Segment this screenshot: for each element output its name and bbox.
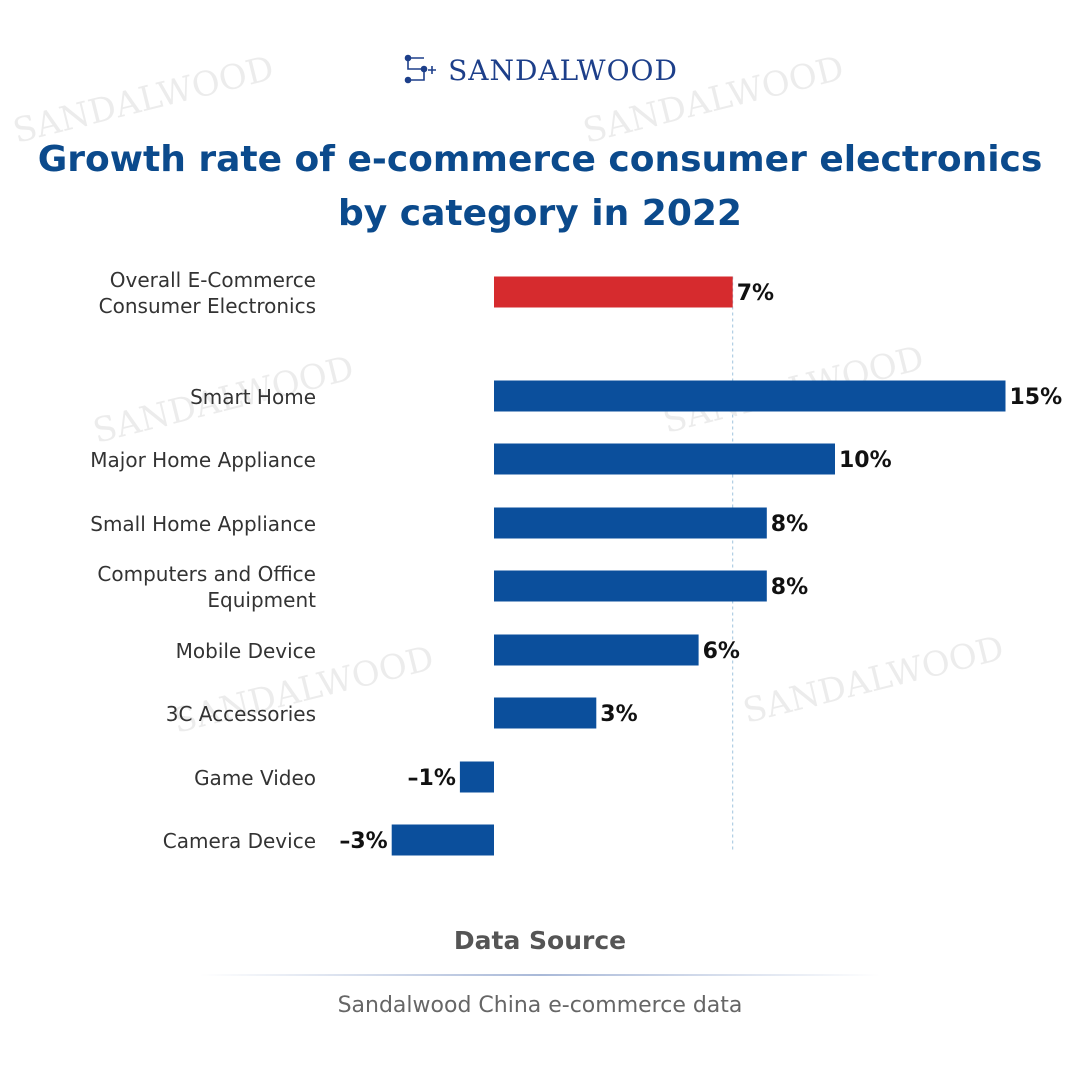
divider	[200, 974, 880, 976]
data-label: –3%	[339, 829, 387, 854]
brand-name: SANDALWOOD	[448, 53, 678, 87]
chart-title-line-1: Growth rate of e-commerce consumer elect…	[37, 139, 1043, 180]
data-source-text: Sandalwood China e-commerce data	[337, 993, 743, 1018]
bar	[494, 380, 1006, 412]
data-label: 6%	[703, 639, 740, 664]
chart-title: Growth rate of e-commerce consumer elect…	[0, 133, 1080, 241]
category-label: Game Video	[194, 766, 316, 790]
data-label: 15%	[1010, 385, 1063, 410]
category-label: Major Home Appliance	[90, 448, 316, 472]
bar	[494, 570, 767, 602]
data-label: 7%	[737, 281, 774, 306]
bar	[494, 443, 835, 475]
data-label: 8%	[771, 512, 808, 537]
sandalwood-logo-icon	[404, 54, 437, 84]
bar	[459, 761, 494, 793]
bar	[494, 634, 699, 666]
data-source-heading: Data Source	[453, 926, 627, 955]
category-label: Camera Device	[163, 829, 316, 853]
data-label: –1%	[408, 766, 456, 791]
data-label: 3%	[600, 702, 637, 727]
bar	[494, 697, 597, 729]
category-label: Mobile Device	[176, 639, 316, 663]
category-label: 3C Accessories	[166, 702, 316, 726]
bar-chart: 7% Overall E-Commerce Consumer Electronics…	[90, 268, 1063, 856]
category-label: Overall E-Commerce Consumer Electronics	[99, 268, 316, 318]
category-label: Smart Home	[190, 385, 316, 409]
bar	[494, 276, 733, 308]
data-label: 10%	[839, 448, 892, 473]
bar	[391, 824, 494, 856]
category-label: Computers and Office Equipment	[97, 562, 316, 612]
data-label: 8%	[771, 575, 808, 600]
brand-logo: SANDALWOOD	[0, 50, 1080, 90]
chart-title-line-2: by category in 2022	[338, 193, 742, 234]
category-label: Small Home Appliance	[90, 512, 316, 536]
bar	[494, 507, 767, 539]
